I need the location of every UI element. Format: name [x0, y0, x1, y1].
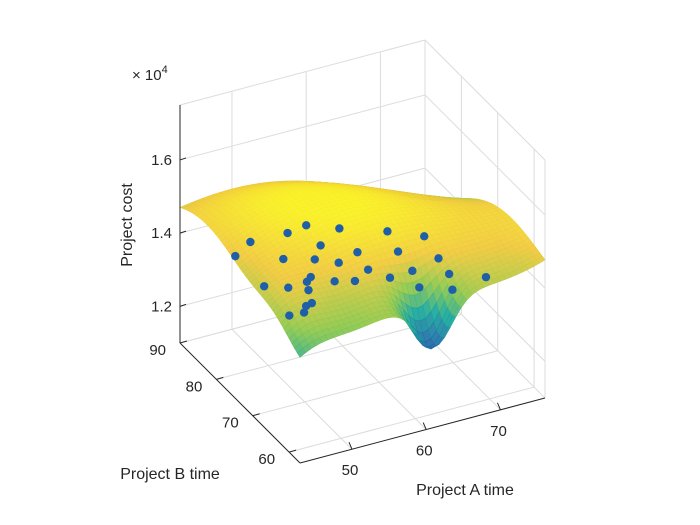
- data-point: [393, 247, 403, 256]
- data-point: [283, 228, 292, 238]
- z-exponent-base: × 10: [132, 67, 162, 84]
- y-tick-label: 70: [222, 415, 239, 432]
- z-exponent-label: × 104: [132, 64, 168, 84]
- x-tick-label: 70: [490, 423, 507, 440]
- grid-line: [231, 328, 353, 450]
- x-tick-label: 60: [416, 443, 433, 460]
- data-point: [448, 285, 457, 294]
- x-axis-line: [299, 397, 546, 464]
- x-tick-label: 50: [342, 462, 359, 479]
- data-point: [434, 254, 443, 263]
- z-tick-label: 1.4: [151, 225, 172, 242]
- data-point: [299, 308, 309, 317]
- grid-line: [179, 94, 426, 161]
- x-axis-label: Project A time: [416, 482, 514, 499]
- data-point: [285, 311, 294, 320]
- data-point: [420, 232, 429, 241]
- data-point: [302, 221, 311, 230]
- data-point: [279, 254, 288, 264]
- data-point: [415, 283, 424, 292]
- z-tick-label: 1.2: [151, 298, 172, 315]
- data-point: [246, 237, 255, 247]
- x-tick-mark: [422, 422, 427, 430]
- grid-line: [424, 39, 546, 161]
- data-point: [316, 241, 325, 250]
- data-point: [350, 276, 360, 286]
- tick-labels: 1.2 1.4 1.6 60 70 80 90 50 60 70: [149, 152, 506, 479]
- y-tick-mark: [179, 340, 188, 344]
- z-tick-mark: [179, 303, 187, 307]
- data-point: [304, 285, 313, 295]
- data-point: [353, 248, 362, 257]
- z-tick-mark: [179, 157, 187, 161]
- y-tick-label: 90: [149, 342, 166, 359]
- data-point: [259, 282, 269, 291]
- z-tick-label: 1.6: [151, 152, 172, 169]
- axes: [179, 105, 546, 464]
- data-point: [408, 266, 417, 276]
- grid-line: [424, 94, 546, 216]
- grid-line: [288, 386, 535, 453]
- y-tick-label: 80: [186, 378, 203, 395]
- y-axis-line: [179, 342, 301, 464]
- data-point: [385, 273, 395, 282]
- data-point: [363, 265, 373, 274]
- x-tick-mark: [496, 402, 501, 411]
- data-point: [334, 258, 343, 267]
- cost-surface: [179, 180, 546, 358]
- data-point: [481, 272, 491, 282]
- data-point: [307, 298, 317, 308]
- data-point: [231, 251, 240, 261]
- z-tick-mark: [179, 230, 187, 234]
- data-point: [306, 272, 315, 282]
- data-point: [284, 283, 293, 292]
- data-point: [444, 269, 454, 279]
- y-axis-label: Project B time: [120, 466, 220, 483]
- grid-line: [179, 39, 426, 106]
- z-axis-label: Project cost: [119, 183, 136, 267]
- z-exponent-power: 4: [162, 64, 168, 76]
- y-tick-mark: [216, 376, 224, 380]
- data-point: [335, 224, 344, 233]
- data-points: [231, 221, 491, 320]
- grid-line: [252, 350, 498, 417]
- data-point: [330, 277, 339, 286]
- y-tick-mark: [288, 449, 297, 453]
- x-tick-mark: [348, 442, 353, 450]
- y-tick-mark: [252, 413, 260, 417]
- y-tick-label: 60: [258, 451, 275, 468]
- surface-patch: [536, 255, 546, 264]
- data-point: [383, 227, 392, 236]
- data-point: [310, 255, 319, 264]
